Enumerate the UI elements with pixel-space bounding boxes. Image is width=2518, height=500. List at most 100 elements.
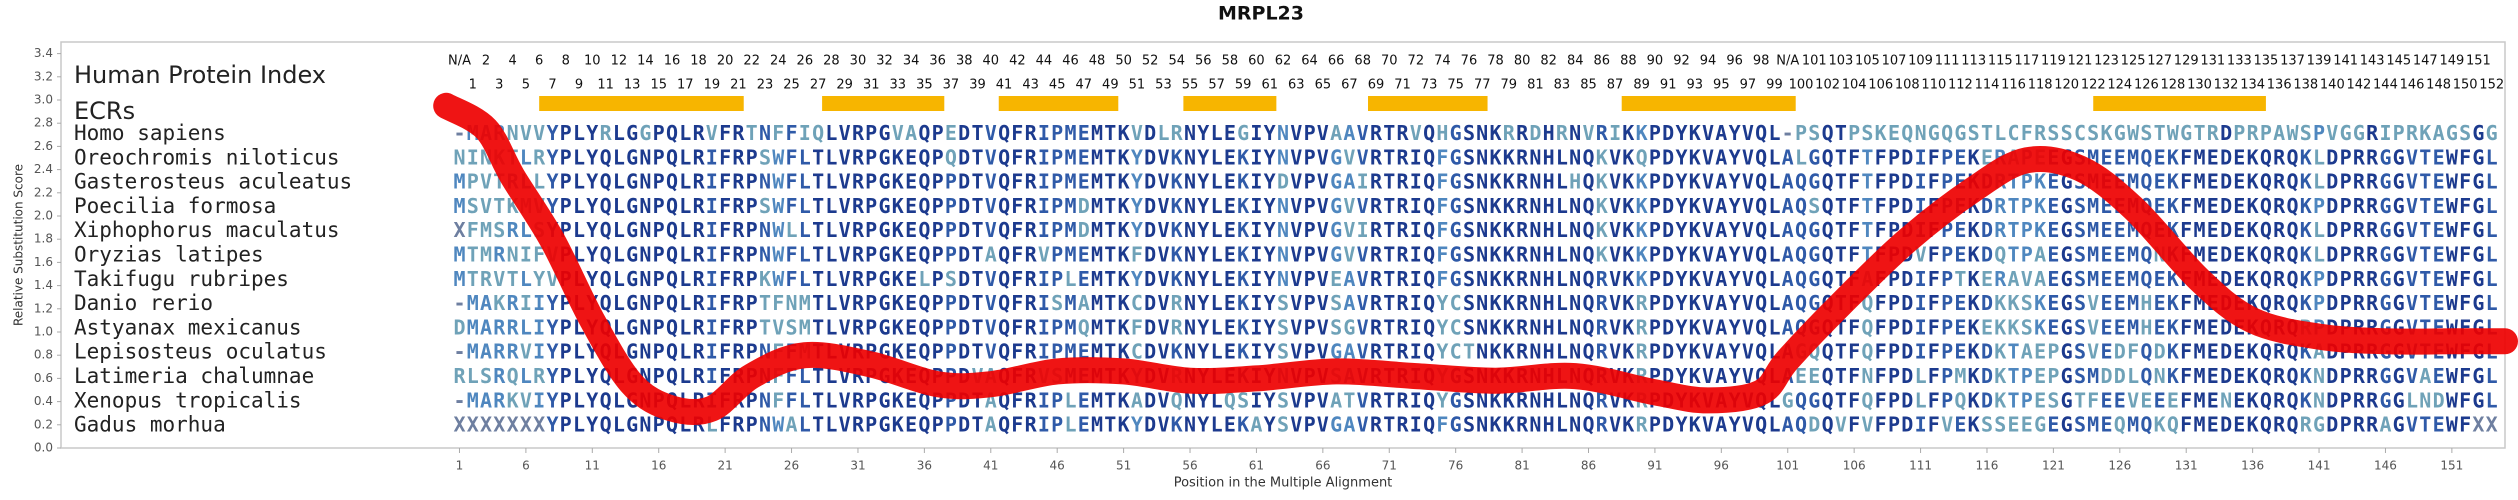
x-tick-label: 11 [585, 459, 600, 473]
x-tick-label: 141 [2308, 459, 2331, 473]
human-index: 73 [1421, 78, 1438, 93]
species-name: Poecilia formosa [74, 194, 276, 218]
alignment: Homo sapiens -MARNVVYPLYRLGGPQLRVFRTNFFIQ… [74, 121, 2498, 437]
y-tick-label: 2.4 [34, 162, 53, 176]
x-tick-label: 116 [1976, 459, 1999, 473]
y-tick-label: 0.2 [34, 417, 53, 431]
human-index: 125 [2121, 54, 2146, 69]
human-index: 39 [969, 78, 986, 93]
human-index: 109 [1908, 54, 1933, 69]
human-index: 119 [2041, 54, 2066, 69]
human-index: 74 [1434, 54, 1451, 69]
human-index: 135 [2253, 54, 2278, 69]
x-tick-label: 16 [651, 459, 666, 473]
human-index: 78 [1487, 54, 1504, 69]
y-tick-label: 3.0 [34, 93, 53, 107]
y-tick-label: 2.2 [34, 185, 53, 199]
species-name: Lepisosteus oculatus [74, 340, 327, 364]
human-index: 136 [2267, 78, 2292, 93]
human-index: 137 [2280, 54, 2305, 69]
y-tick-label: 1.0 [34, 325, 53, 339]
x-tick-label: 71 [1382, 459, 1397, 473]
human-index: 56 [1195, 54, 1212, 69]
human-index: 110 [1921, 78, 1946, 93]
species-name: Xenopus tropicalis [74, 388, 302, 412]
human-index: 37 [943, 78, 960, 93]
species-name: Oreochromis niloticus [74, 145, 340, 169]
human-index: 131 [2200, 54, 2225, 69]
x-tick-label: 61 [1249, 459, 1264, 473]
human-index: 60 [1248, 54, 1265, 69]
x-tick-label: 151 [2440, 459, 2463, 473]
human-index: 99 [1766, 78, 1783, 93]
human-index: 30 [850, 54, 867, 69]
human-index: 144 [2373, 78, 2398, 93]
index-label: Human Protein Index [74, 61, 326, 89]
ecr [1621, 96, 1796, 111]
human-index: 114 [1975, 78, 2000, 93]
human-index: 115 [1988, 54, 2013, 69]
human-index: 146 [2400, 78, 2425, 93]
human-index: 133 [2227, 54, 2252, 69]
human-index: 82 [1540, 54, 1557, 69]
human-index: 64 [1301, 54, 1318, 69]
human-index: 108 [1895, 78, 1920, 93]
human-index: 83 [1554, 78, 1571, 93]
human-index: 118 [2028, 78, 2053, 93]
species-name: Oryzias latipes [74, 243, 264, 267]
human-index: 141 [2333, 54, 2358, 69]
human-index: 80 [1514, 54, 1531, 69]
x-tick-label: 66 [1315, 459, 1330, 473]
sequence: DMARRLIYPLYQLGNPQLRIFRPTVSMTLVRPGKEQPPDT… [453, 315, 2497, 339]
human-index: 134 [2240, 78, 2265, 93]
human-index: 120 [2054, 78, 2079, 93]
human-index: 107 [1882, 54, 1907, 69]
human-index: 52 [1142, 54, 1159, 69]
human-index: 14 [637, 54, 654, 69]
human-index: 140 [2320, 78, 2345, 93]
sequence: MTMRNIFVPLYQLGNPQLRIFRPNWFLTLVRPGKEQPPDT… [453, 242, 2497, 266]
human-index: 111 [1935, 54, 1960, 69]
human-index: 94 [1700, 54, 1717, 69]
human-index: 5 [522, 78, 530, 93]
human-index: 42 [1009, 54, 1026, 69]
human-index: 84 [1567, 54, 1584, 69]
human-index: 36 [929, 54, 946, 69]
human-index: 4 [508, 54, 516, 69]
human-index: 50 [1115, 54, 1132, 69]
human-index: 124 [2107, 78, 2132, 93]
human-index: 98 [1753, 54, 1770, 69]
x-tick-label: 56 [1182, 459, 1197, 473]
x-tick-label: 31 [850, 459, 865, 473]
sequence: MPVTRLLYPLYQLGNPQLRIFRPNWFLTLVRPGKEQPPDT… [453, 169, 2497, 193]
human-index: 55 [1182, 78, 1199, 93]
human-index: 97 [1740, 78, 1757, 93]
human-index: 9 [575, 78, 583, 93]
sequence: -MARNVVYPLYRLGGPQLRVFRTNFFIQLVRPGVAQPEDT… [453, 121, 2497, 145]
human-index: 25 [783, 78, 800, 93]
y-tick-label: 1.4 [34, 278, 53, 292]
human-index: 35 [916, 78, 933, 93]
human-index: 127 [2147, 54, 2172, 69]
human-index: 18 [690, 54, 707, 69]
human-index: 48 [1089, 54, 1106, 69]
human-index: 57 [1208, 78, 1225, 93]
human-index: 90 [1647, 54, 1664, 69]
x-tick-label: 91 [1647, 459, 1662, 473]
species-name: Takifugu rubripes [74, 267, 289, 291]
human-index: 13 [624, 78, 641, 93]
human-index: N/A [1776, 54, 1799, 69]
human-index: 7 [548, 78, 556, 93]
human-index: 29 [836, 78, 853, 93]
human-index: 77 [1474, 78, 1491, 93]
y-tick-label: 1.8 [34, 232, 53, 246]
x-tick-label: 51 [1116, 459, 1131, 473]
chart-title: MRPL23 [1218, 3, 1304, 25]
x-axis-title: Position in the Multiple Alignment [1174, 476, 1393, 491]
human-index: 123 [2094, 54, 2119, 69]
human-index: 75 [1447, 78, 1464, 93]
human-index: 16 [664, 54, 681, 69]
human-index: 122 [2081, 78, 2106, 93]
x-tick-label: 41 [983, 459, 998, 473]
x-tick-label: 96 [1714, 459, 1729, 473]
